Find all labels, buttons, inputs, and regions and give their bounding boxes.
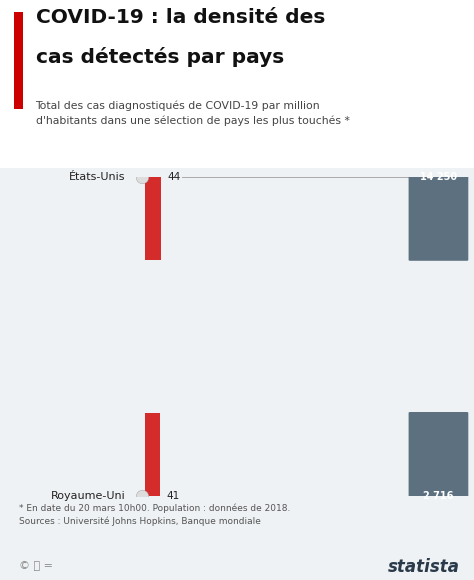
Text: Total des cas diagnostiqués de COVID-19 par million
d'habitants dans une sélecti: Total des cas diagnostiqués de COVID-19 … (36, 101, 349, 126)
Text: 41: 41 (166, 491, 179, 501)
FancyBboxPatch shape (145, 413, 160, 579)
Text: États-Unis: États-Unis (69, 172, 126, 182)
Text: © ⓘ =: © ⓘ = (19, 561, 53, 571)
Text: * En date du 20 mars 10h00. Population : données de 2018.
Sources : Université J: * En date du 20 mars 10h00. Population :… (19, 503, 291, 526)
Text: statista: statista (388, 558, 460, 576)
FancyBboxPatch shape (409, 93, 468, 261)
Text: Royaume-Uni: Royaume-Uni (51, 491, 126, 501)
FancyBboxPatch shape (145, 94, 162, 260)
Text: 14 250: 14 250 (420, 172, 457, 182)
Text: cas détectés par pays: cas détectés par pays (36, 47, 284, 67)
Text: 2 716: 2 716 (423, 491, 454, 501)
FancyBboxPatch shape (409, 412, 468, 580)
Text: 44: 44 (167, 172, 181, 182)
Text: COVID-19 : la densité des: COVID-19 : la densité des (36, 8, 325, 27)
Bar (14, 12, 23, 110)
